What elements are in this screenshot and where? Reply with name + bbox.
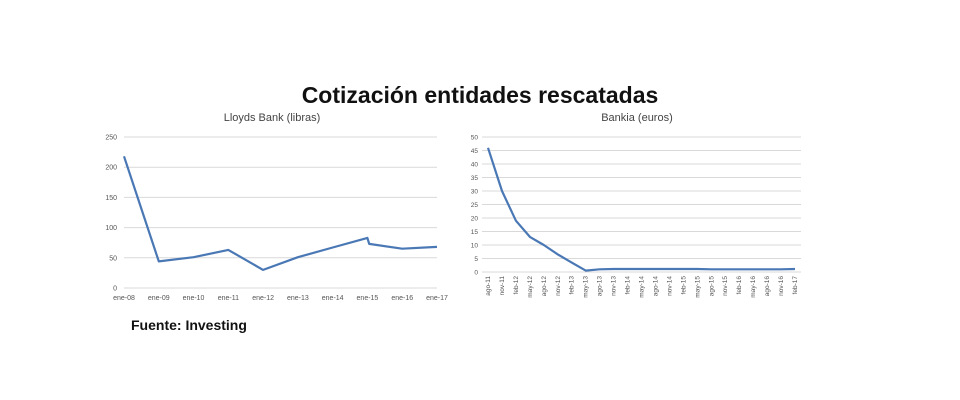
y-tick-label-bankia: 45 [471, 148, 479, 155]
y-tick-label-bankia: 15 [471, 229, 479, 236]
x-tick-label-lloyds: ene-09 [148, 295, 170, 302]
x-tick-label-bankia: may-13 [583, 276, 590, 298]
y-tick-label-lloyds: 200 [105, 165, 117, 172]
x-tick-label-bankia: ago-14 [652, 276, 659, 297]
x-tick-label-bankia: nov-12 [555, 276, 562, 296]
y-tick-label-lloyds: 250 [105, 135, 117, 142]
x-tick-label-bankia: feb-17 [792, 276, 799, 295]
x-tick-label-bankia: ago-16 [764, 276, 771, 297]
x-tick-label-lloyds: ene-11 [218, 295, 239, 302]
chart-bankia: Bankia (euros) 0 5 10 15 20 25 30 35 40 45 50 ago-1… [471, 112, 801, 298]
x-tick-label-bankia: may-14 [639, 276, 646, 298]
y-tick-label-bankia: 40 [471, 162, 479, 169]
x-tick-label-bankia: feb-14 [625, 276, 632, 295]
series-line-lloyds [122, 155, 438, 271]
x-tick-label-bankia: ago-15 [708, 276, 715, 297]
x-tick-label-bankia: nov-16 [778, 276, 785, 296]
main-title: Cotización entidades rescatadas [301, 82, 659, 108]
y-tick-label-bankia: 0 [474, 270, 478, 277]
x-tick-label-lloyds: ene-08 [113, 295, 135, 302]
chart-title-bankia: Bankia (euros) [601, 112, 673, 124]
y-tick-label-bankia: 20 [471, 216, 479, 223]
x-tick-label-bankia: ago-11 [485, 276, 492, 296]
x-tick-label-bankia: feb-13 [569, 276, 576, 295]
x-tick-label-bankia: may-15 [694, 276, 701, 298]
source-note: Fuente: Investing [131, 317, 247, 333]
x-tick-label-bankia: nov-13 [611, 276, 618, 296]
x-tick-label-bankia: feb-16 [736, 276, 743, 295]
chart-title-lloyds: Lloyds Bank (libras) [224, 112, 321, 124]
x-tick-label-bankia: ago-13 [597, 276, 604, 297]
y-tick-label-bankia: 25 [471, 202, 479, 209]
y-tick-label-lloyds: 50 [109, 255, 117, 262]
y-tick-label-lloyds: 0 [113, 286, 117, 293]
x-tick-label-lloyds: ene-15 [357, 295, 379, 302]
x-tick-label-lloyds: ene-16 [391, 295, 413, 302]
x-tick-label-lloyds: ene-12 [252, 295, 274, 302]
y-tick-label-bankia: 50 [471, 135, 479, 142]
y-tick-label-bankia: 35 [471, 175, 479, 182]
y-tick-label-lloyds: 150 [105, 195, 117, 202]
x-tick-label-lloyds: ene-10 [183, 295, 205, 302]
x-tick-label-bankia: nov-15 [722, 276, 729, 296]
x-tick-label-bankia: may-12 [527, 276, 534, 298]
x-tick-label-bankia: feb-12 [513, 276, 520, 295]
x-tick-label-bankia: feb-15 [680, 276, 687, 295]
y-tick-label-bankia: 10 [471, 243, 479, 250]
x-tick-label-bankia: nov-11 [499, 276, 506, 296]
y-tick-label-bankia: 30 [471, 189, 479, 196]
x-tick-label-bankia: nov-14 [666, 276, 673, 296]
x-tick-label-lloyds: ene-14 [322, 295, 344, 302]
x-tick-label-bankia: ago-12 [541, 276, 548, 297]
chart-lloyds: Lloyds Bank (libras) 0 50 100 150 200 250 ene-… [105, 112, 448, 302]
y-tick-label-bankia: 5 [474, 256, 478, 263]
y-tick-label-lloyds: 100 [105, 225, 117, 232]
series-line-bankia [486, 147, 796, 272]
x-tick-label-lloyds: ene-13 [287, 295, 309, 302]
x-tick-label-lloyds: ene-17 [426, 295, 448, 302]
x-tick-label-bankia: may-16 [750, 276, 757, 298]
